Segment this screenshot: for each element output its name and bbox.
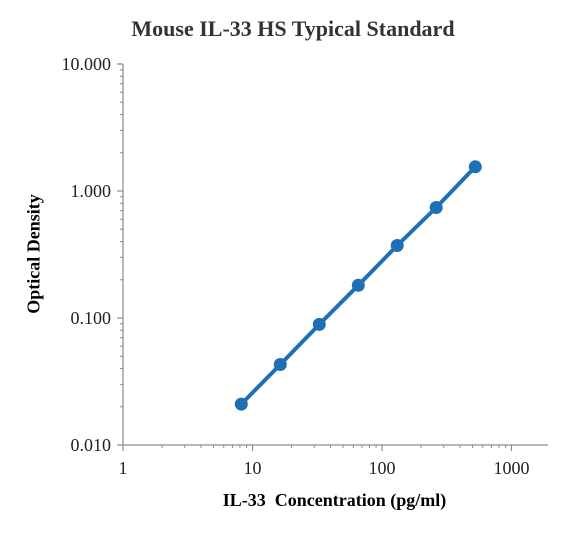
x-tick-label: 1 bbox=[119, 458, 128, 478]
y-tick-label: 1.000 bbox=[71, 181, 112, 201]
y-tick-label: 0.100 bbox=[71, 308, 112, 328]
y-tick-label: 10.000 bbox=[62, 54, 112, 74]
data-point bbox=[429, 201, 443, 214]
data-point bbox=[390, 239, 404, 252]
chart-title: Mouse IL-33 HS Typical Standard bbox=[131, 16, 455, 41]
data-point bbox=[312, 317, 326, 331]
data-point bbox=[273, 358, 287, 371]
y-tick-label: 0.010 bbox=[71, 435, 112, 455]
x-tick-label: 10 bbox=[244, 458, 262, 478]
x-tick-label: 1000 bbox=[494, 458, 530, 478]
data-point bbox=[468, 160, 482, 174]
data-point bbox=[351, 278, 365, 292]
x-axis-label: IL-33 Concentration (pg/ml) bbox=[222, 490, 447, 510]
x-tick-label: 100 bbox=[369, 458, 396, 478]
data-point bbox=[234, 397, 248, 411]
